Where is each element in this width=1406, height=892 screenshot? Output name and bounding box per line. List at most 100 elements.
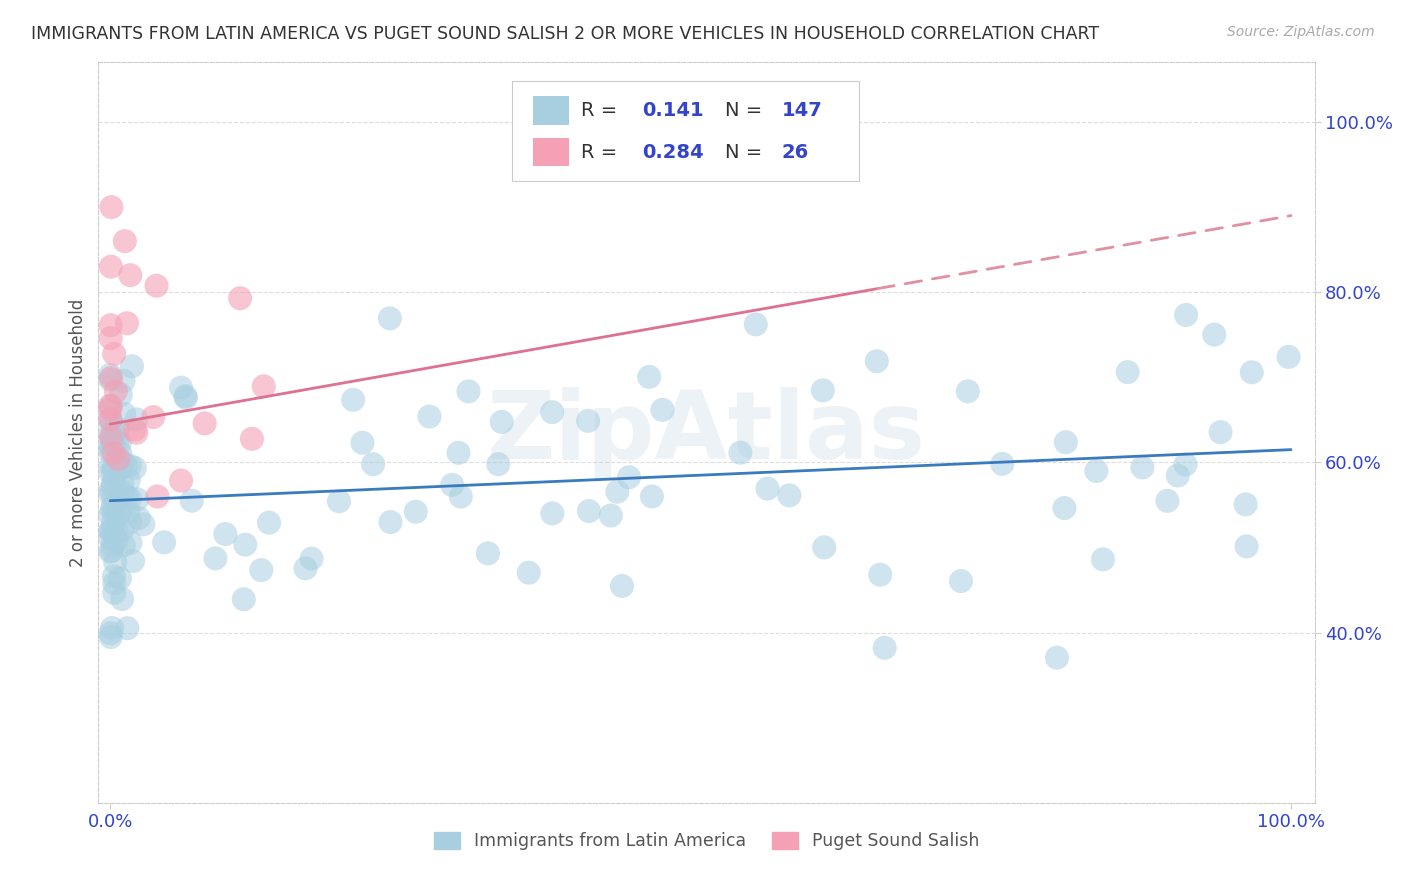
Point xyxy=(100,371,122,385)
Point xyxy=(118,491,141,506)
Point xyxy=(180,493,202,508)
Point xyxy=(1204,327,1226,342)
Point xyxy=(617,470,640,484)
Point xyxy=(120,535,142,549)
Point xyxy=(1092,552,1115,566)
Point xyxy=(132,517,155,532)
Point xyxy=(114,458,136,473)
Point xyxy=(115,491,138,505)
Point xyxy=(118,474,141,488)
Point xyxy=(1174,458,1197,472)
Point xyxy=(229,291,252,305)
Point xyxy=(294,561,316,575)
Point xyxy=(380,515,402,529)
Point xyxy=(100,318,122,333)
Point xyxy=(108,461,131,475)
Point xyxy=(956,384,979,399)
Point xyxy=(813,541,835,555)
Point xyxy=(257,516,280,530)
Point xyxy=(100,483,122,498)
Point xyxy=(98,426,121,441)
Point xyxy=(98,524,121,538)
Point xyxy=(541,507,564,521)
Point xyxy=(114,234,136,248)
Point xyxy=(991,457,1014,471)
Point xyxy=(118,458,141,473)
Point xyxy=(578,504,600,518)
Point xyxy=(107,452,129,467)
Point xyxy=(105,534,128,549)
Point xyxy=(108,489,131,503)
Point xyxy=(174,389,197,403)
Point xyxy=(111,592,134,607)
Point xyxy=(457,384,479,399)
Point xyxy=(100,442,122,457)
Point xyxy=(240,432,263,446)
Point xyxy=(100,458,122,473)
Text: 0.141: 0.141 xyxy=(643,101,703,120)
Point xyxy=(1167,468,1189,483)
Point xyxy=(122,554,145,568)
Point xyxy=(104,555,127,569)
Point xyxy=(352,435,374,450)
Point xyxy=(250,563,273,577)
Point xyxy=(101,524,124,538)
Point xyxy=(107,507,129,521)
Point xyxy=(101,502,124,516)
Point xyxy=(447,446,470,460)
Point xyxy=(128,511,150,525)
Point xyxy=(100,524,122,538)
Text: ZipAtlas: ZipAtlas xyxy=(486,386,927,479)
Point xyxy=(100,430,122,444)
Point xyxy=(214,527,236,541)
Point xyxy=(103,569,125,583)
Point xyxy=(174,391,197,405)
Point xyxy=(100,466,122,480)
Point xyxy=(866,354,889,368)
Point xyxy=(1277,350,1299,364)
Point xyxy=(120,268,142,283)
Point xyxy=(98,544,121,558)
Point xyxy=(103,460,125,475)
Point xyxy=(107,422,129,436)
Point xyxy=(869,567,891,582)
Point xyxy=(100,260,122,274)
Point xyxy=(328,494,350,508)
Point xyxy=(111,524,134,538)
Point xyxy=(100,630,122,644)
Point xyxy=(100,487,122,501)
Point xyxy=(108,436,131,450)
Point xyxy=(745,318,768,332)
Point xyxy=(778,488,800,502)
Point xyxy=(100,543,122,558)
Point xyxy=(1156,493,1178,508)
Point xyxy=(342,392,364,407)
Text: N =: N = xyxy=(724,143,762,161)
Point xyxy=(491,415,513,429)
Point xyxy=(108,446,131,460)
Point xyxy=(101,516,124,530)
Point xyxy=(111,455,134,469)
Point xyxy=(1209,425,1232,439)
Point xyxy=(204,551,226,566)
Point xyxy=(108,505,131,519)
Point xyxy=(103,475,125,489)
Point xyxy=(1240,365,1263,379)
Point xyxy=(477,546,499,560)
Point xyxy=(100,438,122,452)
Point xyxy=(103,491,125,505)
Text: IMMIGRANTS FROM LATIN AMERICA VS PUGET SOUND SALISH 2 OR MORE VEHICLES IN HOUSEH: IMMIGRANTS FROM LATIN AMERICA VS PUGET S… xyxy=(31,25,1099,43)
Point xyxy=(112,374,135,388)
Point xyxy=(103,576,125,591)
Text: N =: N = xyxy=(724,101,762,120)
Point xyxy=(730,446,752,460)
Point xyxy=(112,538,135,552)
Point xyxy=(111,477,134,491)
Point xyxy=(103,438,125,452)
Point xyxy=(232,592,254,607)
Point xyxy=(101,621,124,635)
Point xyxy=(450,490,472,504)
Point xyxy=(124,461,146,475)
Point xyxy=(101,435,124,450)
Point xyxy=(1175,308,1198,322)
